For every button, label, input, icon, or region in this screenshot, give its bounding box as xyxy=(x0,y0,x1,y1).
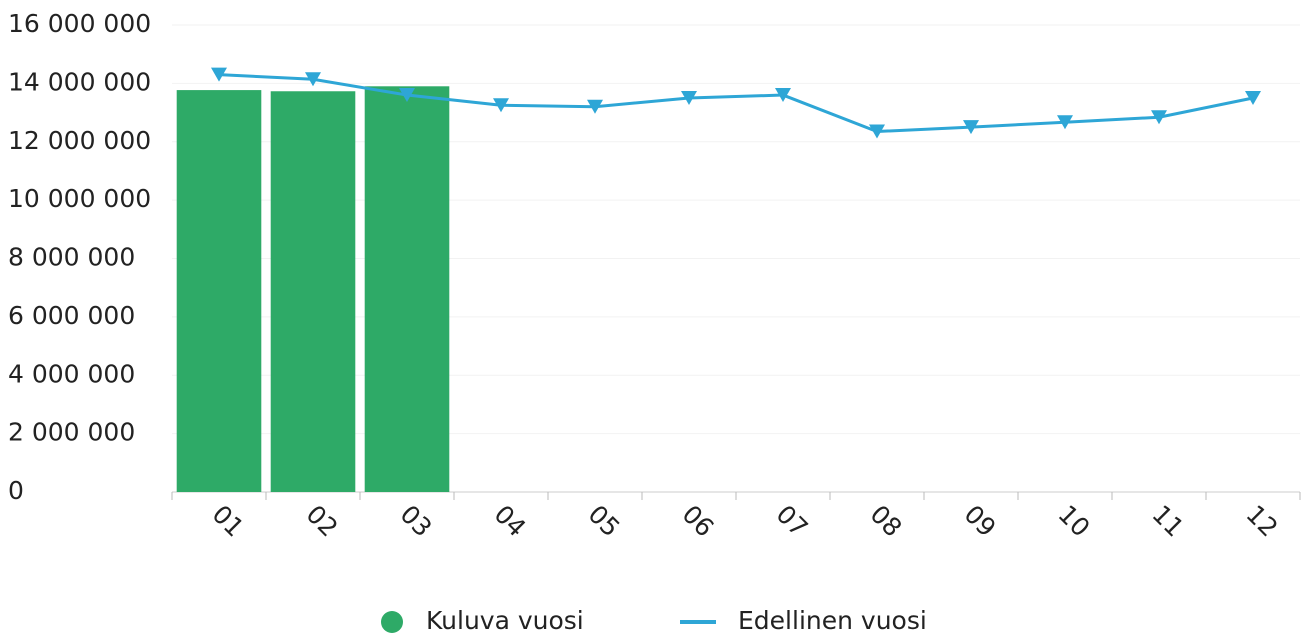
y-tick-label: 12 000 000 xyxy=(8,126,151,155)
marker xyxy=(305,72,321,87)
x-tick-label: 06 xyxy=(677,499,720,542)
legend-label: Edellinen vuosi xyxy=(738,606,927,635)
x-tick-label: 02 xyxy=(301,499,344,542)
x-tick-label: 09 xyxy=(959,499,1002,542)
marker xyxy=(493,98,509,113)
y-tick-label: 10 000 000 xyxy=(8,184,151,213)
legend-label: Kuluva vuosi xyxy=(426,606,584,635)
line xyxy=(218,73,1254,134)
legend-swatch xyxy=(381,611,403,633)
marker xyxy=(869,124,885,139)
y-tick-label: 14 000 000 xyxy=(8,67,151,96)
y-tick-label: 6 000 000 xyxy=(8,301,135,330)
x-tick-label: 12 xyxy=(1241,499,1284,542)
marker xyxy=(1151,110,1167,125)
marker xyxy=(1245,90,1261,105)
x-tick-label: 08 xyxy=(865,499,908,542)
marker xyxy=(681,90,697,105)
bar xyxy=(364,86,450,492)
x-tick-label: 11 xyxy=(1147,499,1190,542)
marker xyxy=(211,67,227,82)
marker xyxy=(963,120,979,135)
x-tick-label: 01 xyxy=(207,499,250,542)
marker xyxy=(399,88,415,103)
bar xyxy=(270,91,356,493)
y-tick-label: 4 000 000 xyxy=(8,359,135,388)
x-tick-label: 07 xyxy=(771,499,814,542)
bar xyxy=(176,90,262,492)
y-tick-label: 0 xyxy=(8,476,24,505)
marker xyxy=(775,88,791,103)
x-tick-label: 03 xyxy=(395,499,438,542)
marker xyxy=(587,99,603,114)
y-tick-label: 8 000 000 xyxy=(8,243,135,272)
y-tick-label: 16 000 000 xyxy=(8,9,151,38)
x-tick-label: 10 xyxy=(1053,499,1096,542)
y-tick-label: 2 000 000 xyxy=(8,418,135,447)
marker xyxy=(1057,115,1073,130)
x-tick-label: 04 xyxy=(489,499,532,542)
x-tick-label: 05 xyxy=(583,499,626,542)
